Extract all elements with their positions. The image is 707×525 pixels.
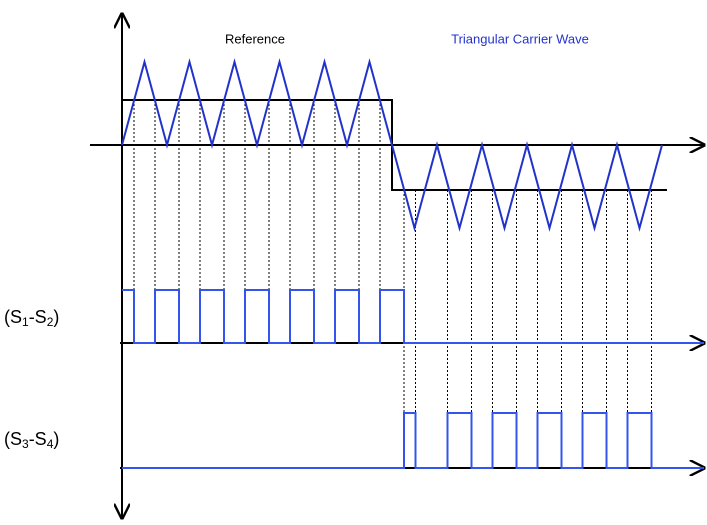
pulse-train: [122, 412, 704, 469]
carrier-wave: [121, 58, 663, 232]
reference-label: Reference: [225, 31, 285, 46]
dotted-guides: [133, 100, 652, 468]
carrier-label: Triangular Carrier Wave: [451, 31, 589, 46]
pulse-train: [122, 289, 704, 344]
signal-label: (S1-S2): [4, 307, 59, 329]
signal-label: (S3-S4): [4, 429, 59, 451]
